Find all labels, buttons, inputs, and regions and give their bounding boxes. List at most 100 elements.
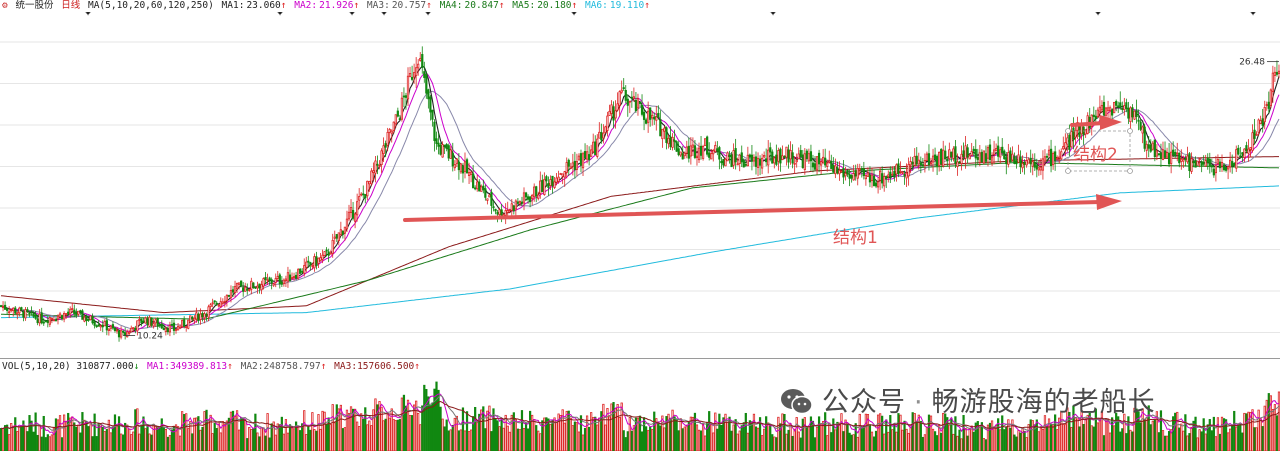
candle-body (636, 98, 640, 109)
candle-body (1090, 114, 1093, 127)
volume-bar (826, 435, 829, 451)
volume-bar (370, 425, 373, 451)
volume-bar (413, 404, 416, 451)
volume-bar (280, 416, 283, 451)
candle-body (1202, 161, 1205, 165)
volume-bar (512, 412, 515, 451)
candle-body (541, 179, 544, 193)
volume-bar (899, 414, 902, 451)
volume-bar (718, 413, 721, 451)
candle-body (545, 176, 548, 182)
candle-body (931, 155, 935, 163)
volume-bar (457, 430, 460, 451)
candle-body (634, 99, 638, 111)
volume-bar (492, 408, 495, 451)
candle-body (736, 163, 739, 166)
candle-body (640, 104, 644, 115)
candle-body (1060, 151, 1063, 160)
candle-body (461, 165, 465, 174)
candle-body (638, 101, 642, 104)
volume-bar (1029, 419, 1032, 451)
volume-bar (358, 426, 361, 451)
volume-bar (1198, 429, 1201, 451)
candle-body (225, 294, 229, 302)
candle-body (944, 150, 947, 160)
volume-bar (213, 422, 216, 451)
volume-bar (799, 437, 802, 451)
volume-bar (852, 434, 855, 451)
candle-body (172, 322, 176, 331)
volume-bar (583, 427, 587, 451)
candle-body (235, 282, 239, 290)
period-label[interactable]: 日线 (61, 0, 81, 11)
candle-body (1153, 139, 1156, 158)
volume-bar (608, 416, 611, 451)
volume-bar (598, 417, 601, 451)
volume-bar (1273, 404, 1277, 451)
candle-body (272, 283, 275, 286)
volume-bar (693, 412, 697, 451)
volume-bar (763, 428, 766, 451)
candle-body (533, 186, 536, 198)
candle-body (1049, 148, 1053, 167)
volume-bar (1123, 413, 1126, 451)
volume-bar (46, 434, 49, 451)
candle-body (781, 155, 784, 161)
candle-body (687, 145, 690, 159)
candle-body (1224, 167, 1228, 171)
candle-body (390, 130, 393, 134)
candle-body (701, 146, 705, 159)
candle-body (608, 110, 611, 116)
candle-body (237, 282, 241, 285)
vol-value: 310877.000 (76, 361, 134, 372)
volume-bar (419, 424, 422, 451)
ma6-value: 19.110 (609, 0, 645, 11)
volume-bar (44, 437, 47, 451)
volume-bar (146, 425, 149, 451)
volume-bar (429, 405, 432, 451)
candle-body (156, 318, 159, 327)
volume-bar (854, 423, 857, 451)
candle-body (329, 252, 332, 255)
volume-bar (18, 426, 21, 451)
candle-body (885, 176, 888, 179)
candle-body (284, 278, 288, 281)
candle-body (948, 149, 951, 160)
candle-body (1113, 102, 1116, 114)
candle-body (958, 161, 961, 164)
candle-body (716, 148, 719, 152)
volume-bar (1074, 416, 1077, 451)
candle-body (557, 176, 560, 182)
volume-bar (567, 410, 570, 451)
vol-ma3-value: 157606.500 (357, 361, 415, 372)
candle-body (767, 149, 770, 166)
candle-body (1106, 107, 1110, 111)
volume-bar (1275, 415, 1279, 451)
candle-body (999, 149, 1002, 158)
volume-bar (144, 428, 147, 451)
volume-chart[interactable] (0, 372, 1280, 451)
candle-body (168, 325, 172, 333)
candle-body (699, 145, 703, 156)
volume-bar (1070, 427, 1073, 451)
volume-bar (178, 435, 182, 451)
price-chart[interactable]: ✦ ✦ ✦ ✦ ✦ ✦ ✦ ✦ ✦ 10.24 26.48 结构1 结构2 (0, 12, 1280, 358)
volume-bar (1178, 427, 1181, 451)
volume-bar (1176, 411, 1179, 451)
candle-body (1275, 72, 1279, 75)
candle-body (303, 265, 306, 274)
gear-icon[interactable]: ⚙ (2, 0, 8, 11)
candle-body (52, 319, 56, 322)
structure2-arrow-head (1100, 115, 1122, 130)
volume-bar (79, 432, 82, 451)
candle-body (620, 89, 623, 93)
volume-bar (392, 419, 395, 451)
volume-bar (203, 411, 206, 451)
candle-body (1096, 109, 1099, 117)
candle-body (128, 331, 131, 334)
volume-bar (842, 431, 845, 451)
volume-bar (396, 419, 399, 451)
candle-body (26, 309, 29, 312)
volume-bar (65, 420, 68, 451)
candle-body (765, 158, 768, 163)
